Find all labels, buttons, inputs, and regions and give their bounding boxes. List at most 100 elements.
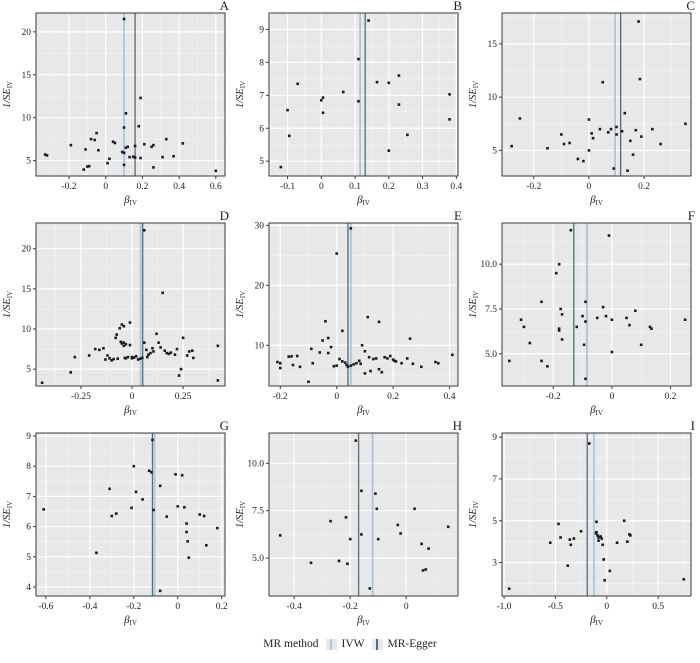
data-point	[113, 141, 117, 145]
data-point	[198, 513, 202, 516]
data-point	[557, 262, 561, 266]
data-point	[45, 154, 49, 157]
data-point	[134, 490, 138, 494]
data-point	[126, 355, 130, 359]
data-point	[348, 537, 352, 541]
x-tick-label: 0.25	[175, 392, 192, 402]
data-point	[108, 356, 111, 360]
data-point	[286, 108, 289, 112]
data-point	[175, 347, 179, 351]
data-point	[374, 492, 377, 495]
data-point	[120, 323, 124, 326]
data-point	[528, 341, 532, 345]
data-point	[400, 361, 403, 365]
data-point	[191, 349, 194, 352]
panel-tag: A	[220, 0, 230, 13]
data-point	[629, 534, 632, 537]
data-point	[345, 363, 348, 367]
data-point	[615, 125, 618, 129]
data-point	[576, 157, 580, 161]
data-point	[421, 569, 425, 572]
data-point	[406, 133, 409, 137]
x-axis-label: βIV	[123, 614, 137, 627]
data-point	[122, 341, 126, 344]
x-tick-label: 0.2	[638, 182, 650, 192]
x-tick-label: -0.2	[126, 602, 141, 612]
data-point	[451, 353, 454, 357]
data-point	[173, 353, 177, 356]
x-tick-label: -0.2	[526, 182, 541, 192]
data-point	[608, 569, 612, 573]
data-point	[360, 489, 363, 493]
y-tick-label: 5	[492, 146, 497, 156]
data-point	[349, 227, 353, 230]
data-point	[612, 167, 616, 170]
data-point	[363, 372, 367, 375]
plot-background	[269, 13, 458, 176]
data-point	[43, 153, 47, 156]
data-point	[349, 364, 353, 367]
data-point	[601, 543, 604, 547]
x-tick-label: 0	[334, 392, 339, 402]
y-tick-label: 10	[22, 325, 32, 335]
y-axis-label: 1/SEIV	[2, 291, 14, 318]
x-tick-label: -0.4	[82, 602, 97, 612]
data-point	[367, 19, 370, 22]
data-point	[569, 228, 573, 232]
data-point	[357, 99, 360, 103]
data-point	[639, 343, 643, 347]
data-point	[399, 532, 402, 535]
data-point	[559, 307, 562, 311]
x-tick-label: 0.2	[136, 182, 148, 192]
data-point	[87, 354, 91, 357]
x-tick-label: -0.2	[546, 392, 561, 402]
y-tick-label: 20	[255, 281, 265, 291]
data-point	[518, 117, 522, 120]
x-tick-label: 0.4	[444, 392, 456, 402]
data-point	[321, 111, 325, 115]
data-point	[568, 141, 571, 145]
data-point	[106, 354, 109, 357]
data-point	[548, 541, 552, 545]
data-point	[424, 568, 428, 571]
panel-tag: C	[686, 0, 695, 13]
data-point	[376, 537, 380, 541]
legend-label-mr-egger: MR-Egger	[387, 638, 437, 650]
data-point	[142, 142, 146, 146]
panel-border	[501, 432, 692, 597]
y-tick-label: 10	[488, 93, 498, 103]
data-point	[321, 96, 325, 99]
data-point	[650, 327, 653, 330]
data-point	[122, 151, 126, 155]
data-point	[446, 525, 450, 529]
data-point	[108, 487, 111, 491]
data-point	[176, 505, 180, 508]
data-point	[326, 351, 330, 355]
data-point	[130, 356, 134, 360]
data-point	[436, 361, 440, 365]
data-point	[276, 360, 279, 364]
data-point	[387, 81, 391, 85]
panel-tag: I	[691, 420, 695, 433]
x-tick-label: -0.25	[71, 392, 91, 402]
data-point	[163, 349, 167, 352]
data-point	[307, 380, 310, 384]
data-point	[377, 320, 381, 324]
y-tick-label: 10	[255, 341, 265, 351]
panel-border	[35, 432, 226, 597]
legend-label-ivw: IVW	[341, 638, 365, 650]
data-point	[111, 140, 115, 143]
data-point	[326, 336, 330, 340]
y-tick-label: 9	[26, 432, 31, 442]
data-point	[396, 523, 400, 527]
panel-tag: H	[453, 420, 462, 433]
data-point	[118, 326, 122, 330]
data-point	[142, 228, 146, 232]
panel-A: -0.2 0 0.2 0.4 0.6 5 10 15 20 βIV 1/SEIV A	[2, 0, 230, 207]
y-tick-label: 7.5	[485, 305, 497, 315]
data-point	[575, 325, 579, 329]
data-point	[126, 145, 130, 149]
x-tick-label: 0.3	[417, 182, 429, 192]
data-point	[139, 96, 142, 100]
data-point	[124, 342, 128, 346]
